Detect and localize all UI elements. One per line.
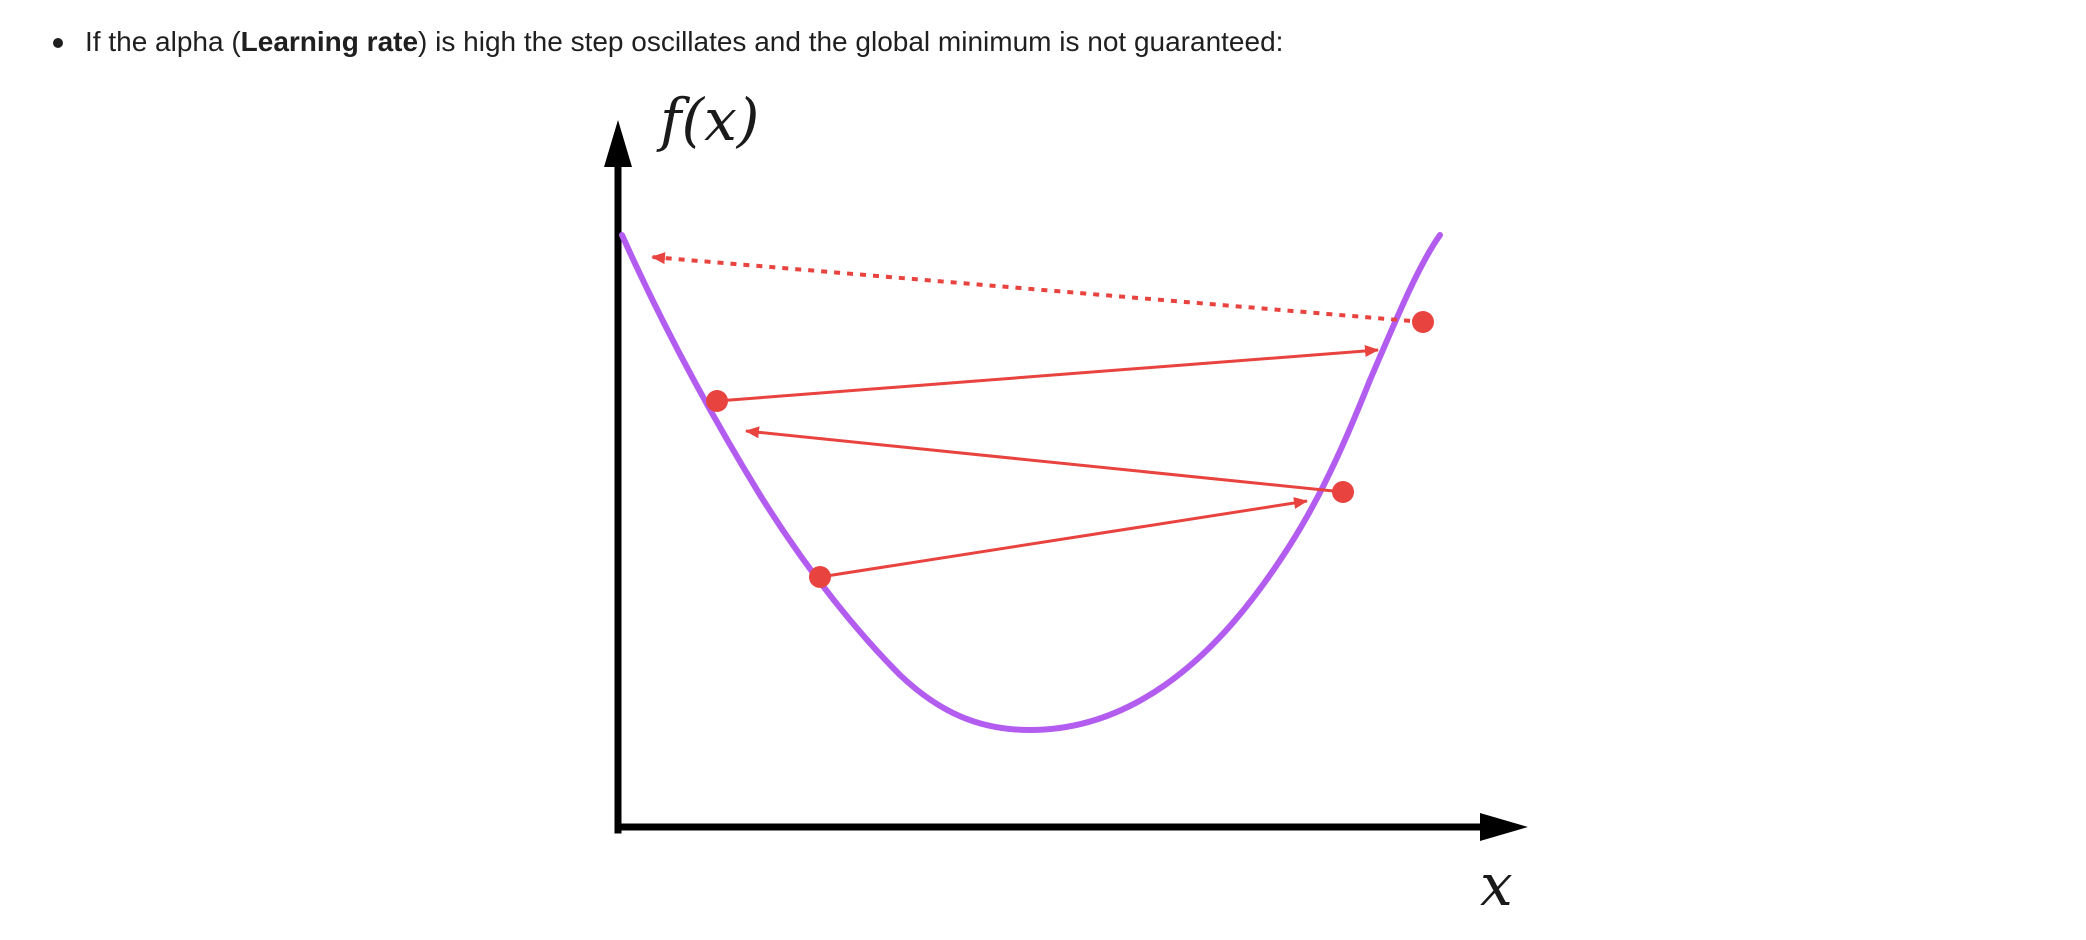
sentence-suffix: ) is high the step oscillates and the gl… — [418, 26, 1284, 57]
diagram-svg: f(x) x — [604, 86, 1528, 919]
sentence-prefix: If the alpha ( — [85, 26, 241, 57]
step-arrow-1 — [819, 497, 1308, 579]
bullet-item: If the alpha (Learning rate) is high the… — [50, 18, 1283, 66]
bullet-list: If the alpha (Learning rate) is high the… — [50, 18, 1283, 66]
step-point-3 — [706, 390, 728, 412]
step-point-1 — [809, 566, 831, 588]
step-arrow-3 — [716, 345, 1379, 403]
x-axis-arrowhead-icon — [1480, 813, 1528, 841]
gradient-descent-diagram: f(x) x — [560, 75, 1560, 935]
loss-curve — [619, 232, 1443, 734]
y-axis-arrowhead-icon — [604, 120, 632, 167]
step-arrow-2 — [745, 426, 1344, 494]
step-point-4 — [1412, 311, 1434, 333]
bullet-dot-icon — [53, 38, 63, 48]
step-arrow-overshoot — [651, 252, 1424, 324]
step-point-2 — [1332, 481, 1354, 503]
x-axis-label: x — [1480, 851, 1513, 919]
y-axis-label: f(x) — [656, 86, 759, 154]
learning-rate-term: Learning rate — [240, 26, 419, 57]
